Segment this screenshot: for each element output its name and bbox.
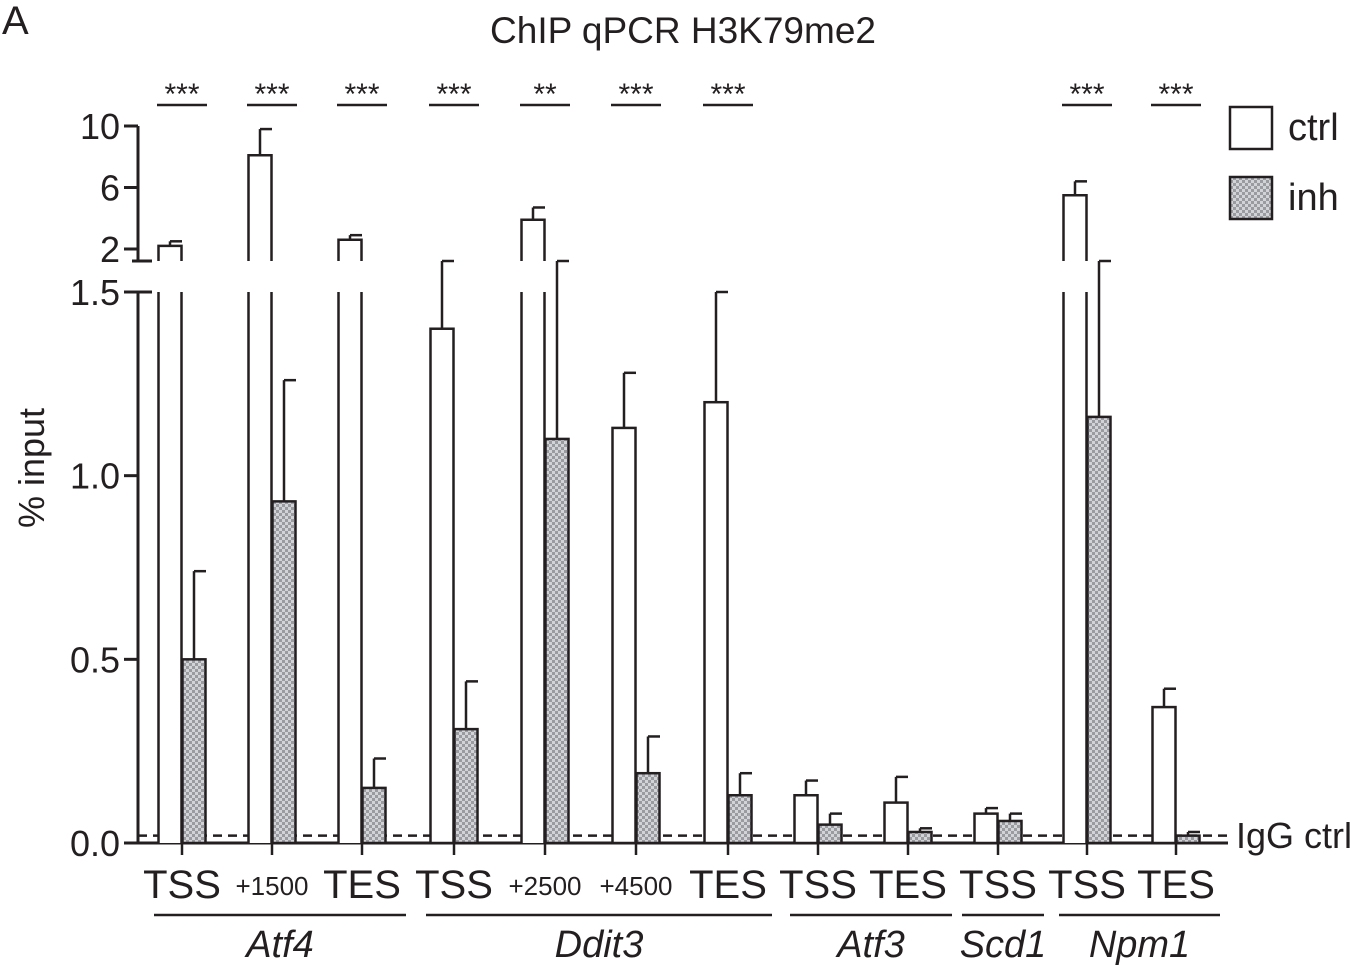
bar-inh-5 — [635, 771, 661, 845]
y-tick-label: 1.5 — [70, 272, 120, 313]
significance-label: *** — [164, 78, 199, 111]
bar-ctrl-7 — [793, 793, 819, 845]
significance-label: *** — [1069, 78, 1104, 111]
gene-label: Npm1 — [1089, 924, 1190, 966]
x-tick-label: +4500 — [599, 871, 672, 901]
y-tick-label: 10 — [80, 106, 120, 147]
bar-ctrl-2 — [337, 238, 363, 843]
bar-inh-3 — [453, 727, 479, 845]
bar-inh-1 — [271, 500, 297, 845]
x-tick-label: TES — [689, 863, 767, 907]
bar-ctrl-1 — [247, 153, 273, 843]
bar-ctrl-10-outline-upper — [1062, 193, 1088, 261]
bar-inh-0 — [181, 658, 207, 845]
bar-ctrl-2-outline-upper — [337, 238, 363, 261]
bar-ctrl-11 — [1151, 705, 1177, 845]
legend: ctrl inh — [1228, 105, 1339, 221]
legend-swatch-inh — [1228, 175, 1274, 221]
bar-ctrl-2-outline-lower — [337, 292, 363, 843]
bar-ctrl-4-outline-upper — [520, 218, 546, 261]
axes: 0.0 0.5 1.0 1.52 6 10 — [70, 106, 1228, 864]
bar-ctrl-10-fill-lower — [1063, 292, 1087, 843]
significance-label: *** — [618, 78, 653, 111]
significance-label: *** — [1158, 78, 1193, 111]
gene-label: Ddit3 — [555, 924, 644, 966]
bar-ctrl-3 — [429, 327, 455, 845]
chart-title: ChIP qPCR H3K79me2 — [490, 10, 876, 51]
x-axis-labels: TSS +1500 TES TSS +2500 +4500 TES TSS TES TSS TSS T… — [143, 843, 1220, 966]
bar-inh-9 — [997, 819, 1023, 845]
bar-ctrl-2-fill-upper — [338, 239, 362, 261]
bar-ctrl-8 — [883, 801, 909, 845]
bar-ctrl-2-fill-lower — [338, 292, 362, 843]
bar-ctrl-1-fill-upper — [248, 155, 272, 261]
legend-label-ctrl: ctrl — [1288, 107, 1339, 149]
gene-label: Scd1 — [960, 924, 1047, 966]
bar-inh-7 — [817, 823, 843, 845]
bar-ctrl-5 — [611, 426, 637, 845]
bar-ctrl-4-fill-lower — [521, 292, 545, 843]
bar-ctrl-0-fill-lower — [158, 292, 182, 843]
x-tick-label: TES — [323, 863, 401, 907]
y-tick-label: 1.0 — [70, 456, 120, 497]
bar-ctrl-4 — [520, 218, 546, 843]
bar-ctrl-0-fill-upper — [158, 245, 182, 261]
y-tick-label: 0.0 — [70, 823, 120, 864]
legend-label-inh: inh — [1288, 177, 1339, 219]
bar-inh-6 — [727, 793, 753, 845]
panel-letter: A — [2, 0, 29, 43]
gene-label: Atf4 — [244, 924, 314, 966]
bar-ctrl-10 — [1062, 193, 1088, 843]
x-tick-label: TSS — [779, 863, 857, 907]
y-tick-label: 6 — [100, 168, 120, 209]
bar-inh-8 — [907, 830, 933, 845]
x-tick-label: TSS — [415, 863, 493, 907]
bar-ctrl-4-fill-upper — [521, 219, 545, 261]
bar-ctrl-6 — [703, 400, 729, 845]
y-tick-label: 0.5 — [70, 639, 120, 680]
igg-ctrl-label: IgG ctrl — [1236, 815, 1352, 856]
bar-ctrl-10-fill-upper — [1063, 195, 1087, 261]
significance-label: *** — [710, 78, 745, 111]
bar-ctrl-0 — [157, 244, 183, 843]
bar-ctrl-1-outline-upper — [247, 153, 273, 261]
y-tick-label: 2 — [100, 229, 120, 270]
significance-label: ** — [533, 78, 557, 111]
x-tick-label: TES — [1137, 863, 1215, 907]
x-tick-label: TES — [869, 863, 947, 907]
significance-markers: *** *** *** *** ** *** *** *** *** — [157, 78, 1201, 111]
legend-swatch-ctrl — [1228, 105, 1274, 151]
bar-inh-10 — [1086, 415, 1112, 845]
y-axis-label: % input — [11, 408, 52, 528]
bar-inh-11 — [1175, 834, 1201, 845]
x-tick-label: +2500 — [508, 871, 581, 901]
bar-inh-4 — [544, 437, 570, 845]
bar-ctrl-1-fill-lower — [248, 292, 272, 843]
bar-ctrl-0-outline-upper — [157, 244, 183, 261]
bar-ctrl-9 — [973, 812, 999, 845]
significance-label: *** — [344, 78, 379, 111]
bar-inh-2 — [361, 786, 387, 845]
significance-label: *** — [436, 78, 471, 111]
x-tick-label: TSS — [1048, 863, 1126, 907]
x-tick-label: TSS — [959, 863, 1037, 907]
bars — [157, 127, 1201, 845]
significance-label: *** — [254, 78, 289, 111]
x-tick-label: +1500 — [235, 871, 308, 901]
x-tick-label: TSS — [143, 863, 221, 907]
gene-label: Atf3 — [835, 924, 905, 966]
